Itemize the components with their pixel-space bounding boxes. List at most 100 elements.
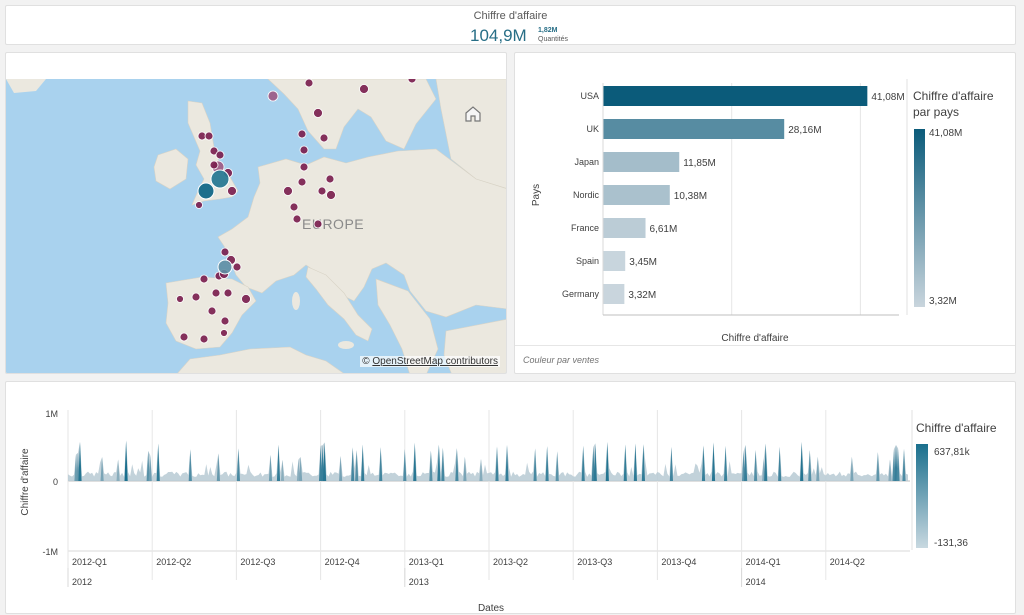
map-point[interactable] bbox=[215, 150, 225, 160]
timeline-spike[interactable] bbox=[850, 456, 854, 481]
timeline-spike[interactable] bbox=[894, 445, 898, 481]
timeline-spike[interactable] bbox=[268, 454, 273, 481]
timeline-chart-svg[interactable]: 1M 0 -1M 2012-Q1 2012-Q2 2012-Q3 2012-Q4 2013-Q… bbox=[6, 382, 1017, 615]
map-point[interactable] bbox=[325, 174, 335, 184]
timeline-spike[interactable] bbox=[323, 442, 327, 481]
map-point[interactable] bbox=[241, 294, 251, 304]
osm-attribution-link[interactable]: OpenStreetMap contributors bbox=[372, 356, 498, 367]
map-point[interactable] bbox=[313, 219, 323, 229]
timeline-spike[interactable] bbox=[355, 450, 359, 481]
timeline-spike[interactable] bbox=[876, 452, 880, 481]
timeline-spike[interactable] bbox=[555, 451, 559, 481]
map-point[interactable] bbox=[207, 306, 217, 316]
map-point[interactable] bbox=[220, 316, 230, 326]
map-point[interactable] bbox=[223, 288, 233, 298]
timeline-spike[interactable] bbox=[216, 453, 220, 481]
bar[interactable] bbox=[603, 218, 646, 238]
map-point[interactable] bbox=[289, 202, 299, 212]
map-point[interactable] bbox=[211, 288, 221, 298]
timeline-spike[interactable] bbox=[744, 445, 748, 481]
map-point[interactable] bbox=[204, 131, 214, 141]
timeline-spike[interactable] bbox=[808, 450, 812, 481]
timeline-spike[interactable] bbox=[495, 446, 499, 482]
timeline-spike[interactable] bbox=[339, 456, 343, 481]
map-point[interactable] bbox=[209, 146, 219, 156]
timeline-spike[interactable] bbox=[505, 445, 509, 481]
timeline-spike[interactable] bbox=[764, 443, 768, 481]
map-point[interactable] bbox=[179, 332, 189, 342]
map-point[interactable] bbox=[199, 334, 209, 344]
timeline-spike[interactable] bbox=[403, 449, 407, 481]
map-point[interactable] bbox=[220, 247, 230, 257]
timeline-spike[interactable] bbox=[593, 443, 597, 481]
timeline-spike[interactable] bbox=[188, 449, 192, 481]
map-point-large[interactable] bbox=[210, 169, 230, 189]
map-point[interactable] bbox=[304, 79, 314, 88]
map-point[interactable] bbox=[267, 90, 279, 102]
timeline-spike[interactable] bbox=[754, 450, 758, 481]
timeline-spike[interactable] bbox=[351, 447, 355, 481]
map-point[interactable] bbox=[299, 145, 309, 155]
map-panel[interactable]: EUROPE bbox=[5, 52, 507, 374]
timeline-spike[interactable] bbox=[896, 448, 900, 481]
map-point[interactable] bbox=[220, 329, 228, 337]
timeline-spike[interactable] bbox=[641, 444, 645, 481]
timeline-spike[interactable] bbox=[148, 455, 152, 481]
timeline-spike[interactable] bbox=[778, 446, 782, 481]
timeline-spike[interactable] bbox=[116, 459, 120, 482]
map-point[interactable] bbox=[283, 186, 293, 196]
bar[interactable] bbox=[603, 185, 670, 205]
map-point[interactable] bbox=[407, 79, 417, 84]
timeline-spike[interactable] bbox=[299, 457, 303, 481]
timeline-spike[interactable] bbox=[413, 442, 417, 481]
map-point[interactable] bbox=[359, 84, 369, 94]
timeline-spike[interactable] bbox=[441, 447, 445, 481]
timeline-spike[interactable] bbox=[361, 444, 365, 481]
bar[interactable] bbox=[603, 86, 868, 106]
timeline-spike[interactable] bbox=[711, 442, 716, 482]
timeline-spike[interactable] bbox=[669, 446, 673, 481]
map-canvas[interactable]: EUROPE bbox=[6, 79, 507, 374]
home-icon[interactable] bbox=[464, 105, 482, 123]
timeline-spike[interactable] bbox=[533, 448, 537, 482]
timeline-spike[interactable] bbox=[78, 441, 82, 481]
map-point[interactable] bbox=[191, 292, 201, 302]
timeline-spike[interactable] bbox=[276, 444, 281, 481]
timeline-spike[interactable] bbox=[888, 459, 892, 481]
bar[interactable] bbox=[603, 152, 680, 172]
timeline-spike[interactable] bbox=[800, 441, 804, 481]
timeline-spike[interactable] bbox=[479, 458, 483, 481]
map-point[interactable] bbox=[326, 190, 336, 200]
timeline-area[interactable] bbox=[68, 440, 908, 482]
bar[interactable] bbox=[603, 284, 625, 304]
timeline-spike[interactable] bbox=[623, 444, 627, 482]
timeline-spike[interactable] bbox=[146, 450, 150, 481]
timeline-spike[interactable] bbox=[100, 457, 104, 481]
timeline-spike[interactable] bbox=[581, 445, 585, 481]
timeline-spike[interactable] bbox=[701, 445, 706, 482]
timeline-spike[interactable] bbox=[724, 446, 728, 481]
timeline-spike[interactable] bbox=[429, 450, 433, 481]
timeline-panel[interactable]: 1M 0 -1M 2012-Q1 2012-Q2 2012-Q3 2012-Q4 2013-Q… bbox=[5, 381, 1016, 614]
bar[interactable] bbox=[603, 119, 785, 139]
map-point[interactable] bbox=[299, 162, 309, 172]
map-point[interactable] bbox=[297, 177, 307, 187]
timeline-spike[interactable] bbox=[463, 456, 467, 481]
map-attribution[interactable]: © OpenStreetMap contributors bbox=[360, 356, 500, 367]
map-point-large[interactable] bbox=[197, 182, 215, 200]
timeline-spike[interactable] bbox=[455, 448, 459, 481]
timeline-spike[interactable] bbox=[816, 456, 820, 481]
timeline-spike[interactable] bbox=[545, 446, 549, 481]
map-point[interactable] bbox=[319, 133, 329, 143]
bar[interactable] bbox=[603, 251, 626, 271]
map-point-large[interactable] bbox=[217, 259, 233, 275]
map-point[interactable] bbox=[209, 160, 219, 170]
timeline-spike[interactable] bbox=[156, 443, 160, 481]
map-point[interactable] bbox=[195, 201, 203, 209]
map-point[interactable] bbox=[292, 214, 302, 224]
map-point[interactable] bbox=[227, 186, 237, 196]
timeline-spike[interactable] bbox=[437, 444, 441, 481]
bar-chart-svg[interactable]: USA 41,08M UK 28,16M Japan 11,85M Nordic 10,38M… bbox=[515, 53, 1017, 345]
bar-chart-panel[interactable]: USA 41,08M UK 28,16M Japan 11,85M Nordic 10,38M… bbox=[514, 52, 1016, 374]
kpi-panel[interactable]: Chiffre d'affaire 104,9M 1,82M Quantités bbox=[5, 5, 1016, 45]
